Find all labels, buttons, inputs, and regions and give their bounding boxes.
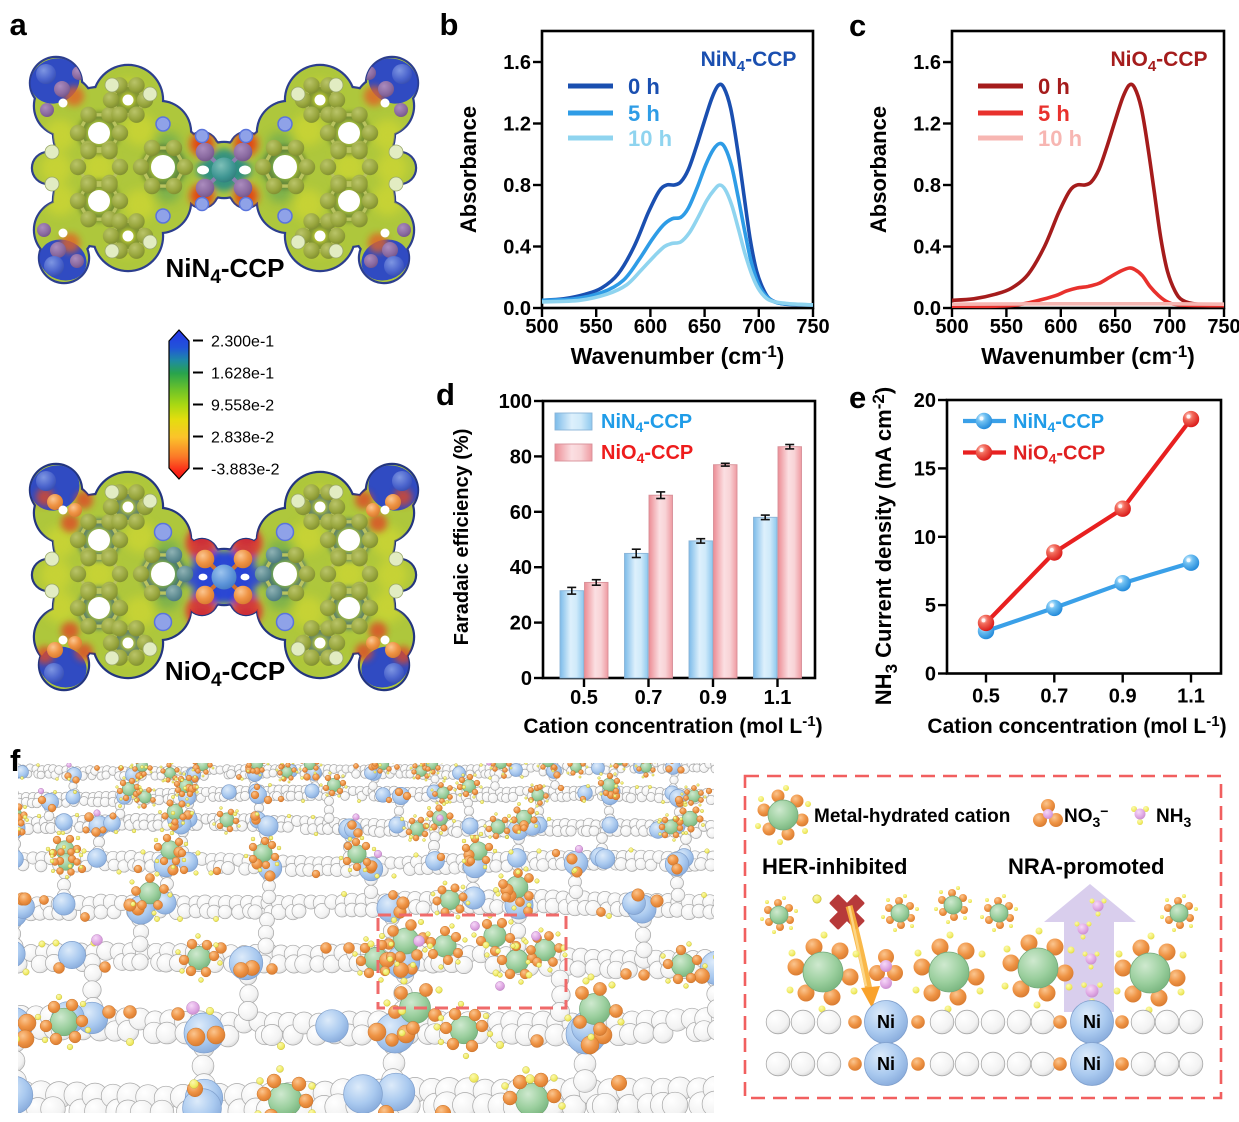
svg-text:2.300e-1: 2.300e-1 [211, 334, 274, 351]
svg-text:0.7: 0.7 [635, 687, 663, 709]
svg-text:NiO4-CCP: NiO4-CCP [165, 656, 285, 691]
svg-text:9.558e-2: 9.558e-2 [211, 398, 274, 415]
svg-text:c: c [849, 8, 866, 43]
svg-text:0: 0 [521, 668, 532, 690]
svg-text:1.2: 1.2 [503, 114, 531, 136]
svg-text:HER-inhibited: HER-inhibited [762, 854, 907, 879]
svg-text:500: 500 [525, 316, 558, 338]
svg-text:1.628e-1: 1.628e-1 [211, 366, 274, 383]
svg-text:550: 550 [580, 316, 613, 338]
svg-text:NiN4-CCP: NiN4-CCP [701, 48, 797, 75]
svg-text:0.5: 0.5 [570, 687, 598, 709]
svg-text:Ni: Ni [877, 1054, 895, 1074]
svg-text:NiO4-CCP: NiO4-CCP [1110, 48, 1207, 75]
svg-text:20: 20 [510, 613, 532, 635]
svg-text:5 h: 5 h [1038, 101, 1070, 126]
svg-text:0 h: 0 h [1038, 74, 1070, 99]
svg-text:1.2: 1.2 [913, 114, 941, 136]
svg-text:10 h: 10 h [628, 126, 672, 151]
svg-text:0.0: 0.0 [503, 298, 531, 320]
svg-text:650: 650 [1099, 316, 1132, 338]
svg-text:f: f [10, 743, 21, 778]
svg-text:0.7: 0.7 [1040, 686, 1068, 708]
svg-text:60: 60 [510, 502, 532, 524]
svg-text:b: b [440, 7, 459, 42]
svg-text:0.9: 0.9 [699, 687, 727, 709]
svg-text:600: 600 [1044, 316, 1077, 338]
svg-text:-3.883e-2: -3.883e-2 [211, 462, 280, 479]
svg-text:Absorbance: Absorbance [456, 106, 481, 233]
svg-text:Wavenumber (cm-1): Wavenumber (cm-1) [981, 342, 1195, 369]
svg-text:100: 100 [499, 391, 532, 413]
svg-text:e: e [849, 380, 866, 415]
svg-text:1.1: 1.1 [764, 687, 792, 709]
svg-text:NiN4-CCP: NiN4-CCP [1013, 411, 1104, 435]
svg-text:500: 500 [935, 316, 968, 338]
svg-text:NiN4-CCP: NiN4-CCP [166, 253, 285, 288]
svg-text:Faradaic efficiency (%): Faradaic efficiency (%) [451, 429, 473, 646]
svg-text:NiN4-CCP: NiN4-CCP [601, 411, 692, 435]
svg-text:Cation concentration (mol L-1): Cation concentration (mol L-1) [523, 713, 822, 738]
svg-text:40: 40 [510, 557, 532, 579]
svg-text:NRA-promoted: NRA-promoted [1008, 854, 1164, 879]
svg-text:Absorbance: Absorbance [866, 106, 891, 233]
svg-text:10: 10 [914, 527, 936, 549]
svg-text:1.6: 1.6 [503, 52, 531, 74]
svg-text:15: 15 [914, 458, 936, 480]
svg-text:10 h: 10 h [1038, 126, 1082, 151]
svg-text:NiO4-CCP: NiO4-CCP [601, 442, 693, 466]
svg-text:600: 600 [634, 316, 667, 338]
svg-text:a: a [10, 7, 28, 42]
svg-text:2.838e-2: 2.838e-2 [211, 430, 274, 447]
svg-text:1.1: 1.1 [1177, 686, 1205, 708]
svg-text:Wavenumber (cm-1): Wavenumber (cm-1) [571, 342, 785, 369]
svg-text:Metal-hydrated cation: Metal-hydrated cation [814, 806, 1010, 827]
svg-text:NH3 Current density (mA cm-2): NH3 Current density (mA cm-2) [869, 387, 901, 705]
svg-text:Ni: Ni [1083, 1054, 1101, 1074]
svg-text:5: 5 [925, 595, 936, 617]
svg-text:0.4: 0.4 [503, 237, 532, 259]
svg-text:0: 0 [925, 664, 936, 686]
svg-text:700: 700 [1153, 316, 1186, 338]
svg-text:0.0: 0.0 [913, 298, 941, 320]
svg-text:20: 20 [914, 390, 936, 412]
svg-text:750: 750 [1207, 316, 1239, 338]
svg-text:0.5: 0.5 [972, 686, 1000, 708]
svg-text:Cation concentration (mol L-1): Cation concentration (mol L-1) [927, 713, 1226, 738]
svg-text:650: 650 [688, 316, 721, 338]
svg-text:750: 750 [796, 316, 829, 338]
svg-text:0.9: 0.9 [1109, 686, 1137, 708]
svg-text:80: 80 [510, 446, 532, 468]
svg-text:d: d [436, 377, 455, 412]
svg-text:0.8: 0.8 [503, 175, 531, 197]
svg-text:1.6: 1.6 [913, 52, 941, 74]
svg-text:0.8: 0.8 [913, 175, 941, 197]
svg-text:0.4: 0.4 [913, 237, 942, 259]
svg-text:700: 700 [742, 316, 775, 338]
svg-text:NiO4-CCP: NiO4-CCP [1013, 443, 1105, 467]
svg-text:5 h: 5 h [628, 101, 660, 126]
svg-text:Ni: Ni [877, 1012, 895, 1032]
svg-text:Ni: Ni [1083, 1012, 1101, 1032]
svg-text:550: 550 [990, 316, 1023, 338]
svg-text:0 h: 0 h [628, 74, 660, 99]
